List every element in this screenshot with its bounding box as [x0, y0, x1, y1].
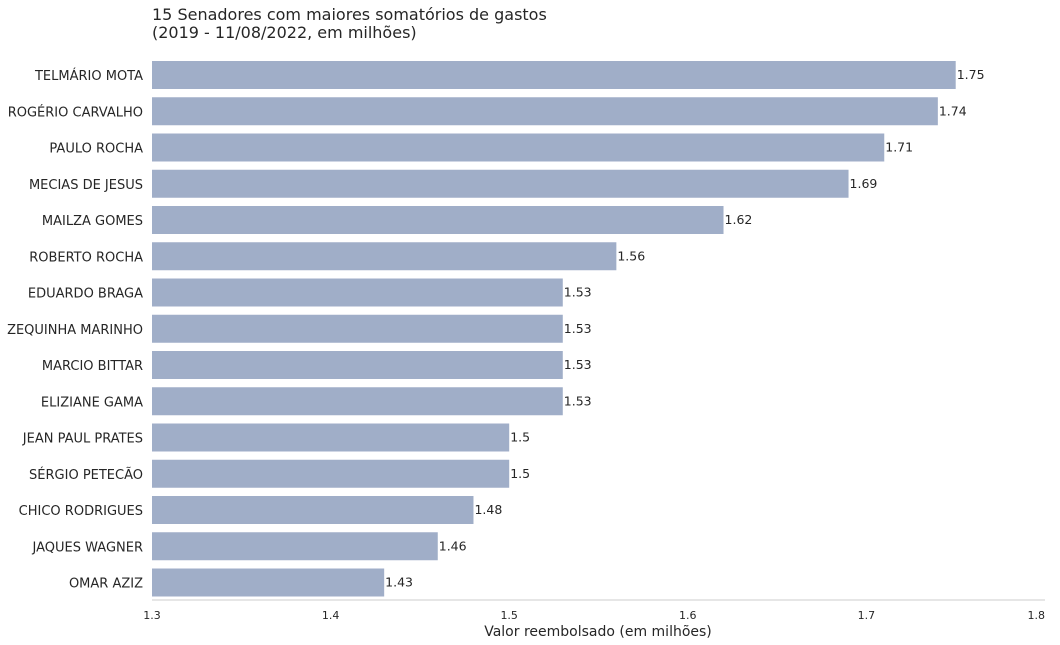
bar	[152, 387, 563, 416]
x-tick-label: 1.5	[500, 609, 518, 622]
chart-subtitle: (2019 - 11/08/2022, em milhões)	[152, 23, 417, 42]
category-label: ELIZIANE GAMA	[41, 395, 143, 410]
category-label: PAULO ROCHA	[49, 142, 143, 157]
category-label: SÉRGIO PETECÃO	[29, 467, 143, 483]
value-label: 1.53	[564, 285, 592, 300]
value-label: 1.75	[957, 67, 985, 82]
value-label: 1.5	[510, 430, 530, 445]
x-tick-labels: 1.3 1.4 1.5 1.6 1.7 1.8	[143, 609, 1045, 622]
value-label: 1.5	[510, 466, 530, 481]
bar	[152, 314, 563, 343]
bar	[152, 423, 510, 452]
category-label: JEAN PAUL PRATES	[22, 432, 143, 447]
category-label: EDUARDO BRAGA	[28, 287, 143, 302]
bar	[152, 351, 563, 379]
x-tick-label: 1.8	[1028, 609, 1046, 622]
bar	[152, 568, 385, 597]
value-label: 1.53	[564, 321, 592, 336]
value-label: 1.62	[725, 212, 753, 227]
bar	[152, 169, 849, 198]
value-label: 1.53	[564, 393, 592, 408]
bar	[152, 133, 885, 162]
bar	[152, 206, 724, 234]
bar	[152, 97, 938, 126]
bar	[152, 278, 563, 307]
x-tick-label: 1.4	[322, 609, 340, 622]
chart-title-main: 15 Senadores com maiores somatórios de g…	[152, 5, 547, 24]
category-label: ROGÉRIO CARVALHO	[8, 104, 143, 120]
category-label: ROBERTO ROCHA	[29, 250, 143, 265]
category-label: ZEQUINHA MARINHO	[7, 323, 143, 338]
bar	[152, 496, 474, 524]
value-labels: 1.75 1.74 1.71 1.69 1.62 1.56 1.53 1.53 1.53 1.53…	[385, 67, 984, 590]
category-label: OMAR AZIZ	[69, 577, 143, 592]
bar	[152, 242, 617, 271]
category-label: JAQUES WAGNER	[32, 540, 143, 555]
category-label: MARCIO BITTAR	[42, 359, 143, 374]
bars-group	[152, 61, 956, 597]
x-tick-label: 1.7	[858, 609, 876, 622]
value-label: 1.56	[617, 248, 645, 263]
value-label: 1.48	[474, 502, 502, 517]
chart-title: 15 Senadores com maiores somatórios de g…	[152, 6, 547, 42]
value-label: 1.46	[439, 538, 467, 553]
value-label: 1.71	[885, 140, 913, 155]
category-label: TELMÁRIO MOTA	[34, 68, 143, 84]
category-labels: TELMÁRIO MOTA ROGÉRIO CARVALHO PAULO ROCHA…	[7, 68, 143, 592]
x-axis-title: Valor reembolsado (em milhões)	[484, 624, 712, 640]
value-label: 1.69	[850, 176, 878, 191]
category-label: CHICO RODRIGUES	[19, 504, 143, 519]
value-label: 1.74	[939, 103, 967, 118]
bar	[152, 459, 510, 488]
bar	[152, 61, 956, 89]
value-label: 1.53	[564, 357, 592, 372]
bar	[152, 532, 438, 561]
category-label: MAILZA GOMES	[42, 214, 143, 229]
category-label: MECIAS DE JESUS	[29, 178, 143, 193]
value-label: 1.43	[385, 575, 413, 590]
x-tick-label: 1.3	[143, 609, 161, 622]
x-tick-label: 1.6	[679, 609, 697, 622]
